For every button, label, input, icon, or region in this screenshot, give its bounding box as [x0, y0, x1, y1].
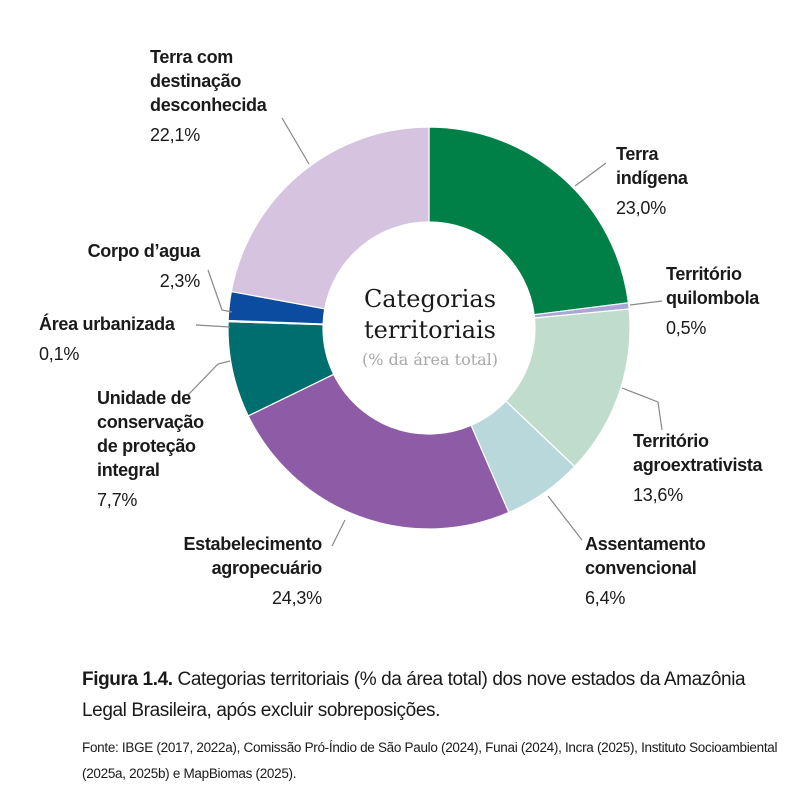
data-label-name: convencional [585, 558, 697, 578]
figure-number: Figura 1.4. [82, 669, 173, 690]
data-label: Terra indígena 23,0% [616, 142, 688, 220]
center-title: Categorias territoriais [330, 284, 530, 346]
data-label-value: 6,4% [585, 588, 626, 608]
data-label-value: 0,5% [666, 318, 707, 338]
data-label-value: 2,3% [159, 271, 200, 291]
data-label-name: agropecuário [211, 558, 323, 578]
slice-terra-com-destina-o-desconhecida [230, 126, 430, 310]
data-label-name: Terra com [150, 47, 234, 67]
data-label-name: quilombola [666, 288, 759, 308]
data-label-name: de proteção [97, 436, 196, 456]
leader-line-agroextrativista [621, 387, 663, 431]
data-label-name: Corpo d’agua [87, 241, 201, 261]
data-label-name: integral [97, 460, 160, 480]
data-label-name: Território [633, 431, 709, 451]
data-label-value: 0,1% [39, 344, 80, 364]
center-subtitle: (% da área total) [361, 350, 499, 369]
leader-line-corpo-dagua [207, 269, 233, 313]
data-label-name: Terra [616, 144, 659, 164]
data-label-name: Assentamento [585, 534, 706, 554]
data-label-name: Estabelecimento [183, 534, 322, 554]
leader-line-assentamento [547, 495, 583, 541]
donut-chart [187, 117, 663, 547]
data-label-name: conservação [97, 412, 204, 432]
leader-line-quilombola [629, 300, 663, 306]
data-label-value: 23,0% [616, 198, 667, 218]
center-title-line: territoriais [363, 316, 496, 344]
leader-line-unidade [187, 360, 231, 396]
data-label-value: 24,3% [271, 588, 322, 608]
leader-line-terra-indigena [574, 162, 607, 187]
leader-line-estabelecimento [331, 519, 346, 547]
leader-line-urbanizada [195, 324, 231, 328]
data-label: Corpo d’agua 2,3% [87, 239, 201, 293]
slice-estabelecimento-agropecu-rio [247, 373, 510, 530]
data-label: Assentamento convencional 6,4% [585, 532, 706, 610]
data-label-name: Área urbanizada [39, 314, 175, 334]
data-label: Unidade de conservação de proteção integral… [97, 386, 204, 512]
data-label: Área urbanizada 0,1% [39, 312, 175, 366]
data-label-value: 7,7% [97, 490, 138, 510]
data-label-name: destinação [150, 71, 242, 91]
data-label: Terra com destinação desconhecida 22,1% [150, 45, 267, 147]
data-label: Território quilombola 0,5% [666, 262, 759, 340]
data-label-name: Unidade de [97, 388, 192, 408]
slice-terra-ind-gena [428, 126, 630, 316]
caption-text: Categorias territoriais (% da área total… [82, 669, 746, 721]
data-label-name: Território [666, 264, 742, 284]
figure-source: Fonte: IBGE (2017, 2022a), Comissão Pró-… [82, 740, 778, 781]
leader-line-desconhecida [281, 117, 310, 165]
data-label-name: desconhecida [150, 95, 267, 115]
figure-caption: Figura 1.4. Categorias territoriais (% d… [82, 664, 782, 726]
data-label-value: 13,6% [633, 485, 684, 505]
center-title-line: Categorias [363, 285, 497, 313]
data-label-name: indígena [616, 168, 688, 188]
data-label: Estabelecimento agropecuário 24,3% [183, 532, 322, 610]
data-label-value: 22,1% [150, 125, 201, 145]
data-label-name: agroextrativista [633, 455, 763, 475]
data-label: Território agroextrativista 13,6% [633, 429, 763, 507]
